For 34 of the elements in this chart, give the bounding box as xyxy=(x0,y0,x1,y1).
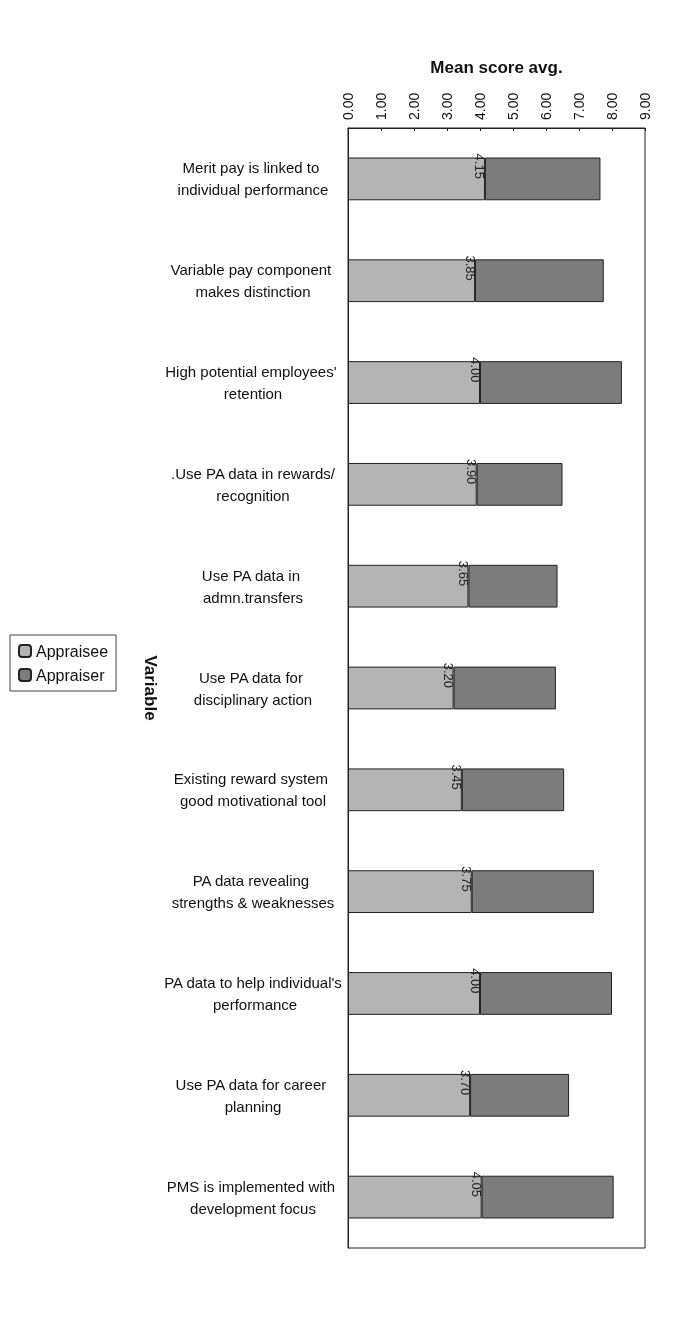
x-tick-label: 0.00 xyxy=(340,92,356,120)
y-tick-label: PMS is implemented with development focus xyxy=(166,1177,340,1217)
y-tick-label: Variable pay component makes distinction xyxy=(170,261,336,301)
legend-label: Appraisee xyxy=(36,642,109,660)
data-label: 4.15 xyxy=(472,153,488,179)
y-tick-label: Merit pay is linked to individual performance xyxy=(177,159,329,199)
y-tick-label: PA data revealing strengths & weaknesses xyxy=(171,872,335,912)
y-axis-title: Variable xyxy=(141,655,161,721)
x-axis-title: Mean score avg. xyxy=(430,58,563,77)
x-tick-label: 5.00 xyxy=(505,92,521,120)
data-label: 4.05 xyxy=(469,1171,485,1198)
x-tick-label: 2.00 xyxy=(406,92,422,120)
y-tick-label: Use PA data for career planning xyxy=(175,1075,331,1115)
y-tick-label: .Use PA data in rewards/recognition xyxy=(171,464,336,504)
y-tick-label: High potential employees' retention xyxy=(165,363,341,403)
x-tick-label: 7.00 xyxy=(571,92,587,120)
data-label: 3.20 xyxy=(441,662,457,688)
y-tick-label: Use PA data in admn.transfers xyxy=(201,566,305,606)
data-label: 3.70 xyxy=(457,1069,473,1096)
data-label: 3.90 xyxy=(464,459,480,485)
legend-label: Appraiser xyxy=(36,666,106,684)
x-tick-label: 4.00 xyxy=(472,92,488,120)
data-label: 3.75 xyxy=(459,866,475,892)
data-label: 3.85 xyxy=(462,255,478,281)
y-tick-label: Use PA data for disciplinary action xyxy=(193,668,313,708)
x-tick-label: 9.00 xyxy=(637,92,653,120)
y-tick-label: Existing reward system good motivational tool xyxy=(173,770,333,810)
data-label: 3.45 xyxy=(449,764,465,790)
y-tick-label: PA data to help individual's performance xyxy=(164,973,342,1013)
x-tick-label: 3.00 xyxy=(439,92,455,120)
x-tick-label: 6.00 xyxy=(538,92,554,120)
data-label: 3.65 xyxy=(455,560,471,587)
x-tick-label: 1.00 xyxy=(373,92,389,120)
x-tick-label: 8.00 xyxy=(604,92,620,120)
